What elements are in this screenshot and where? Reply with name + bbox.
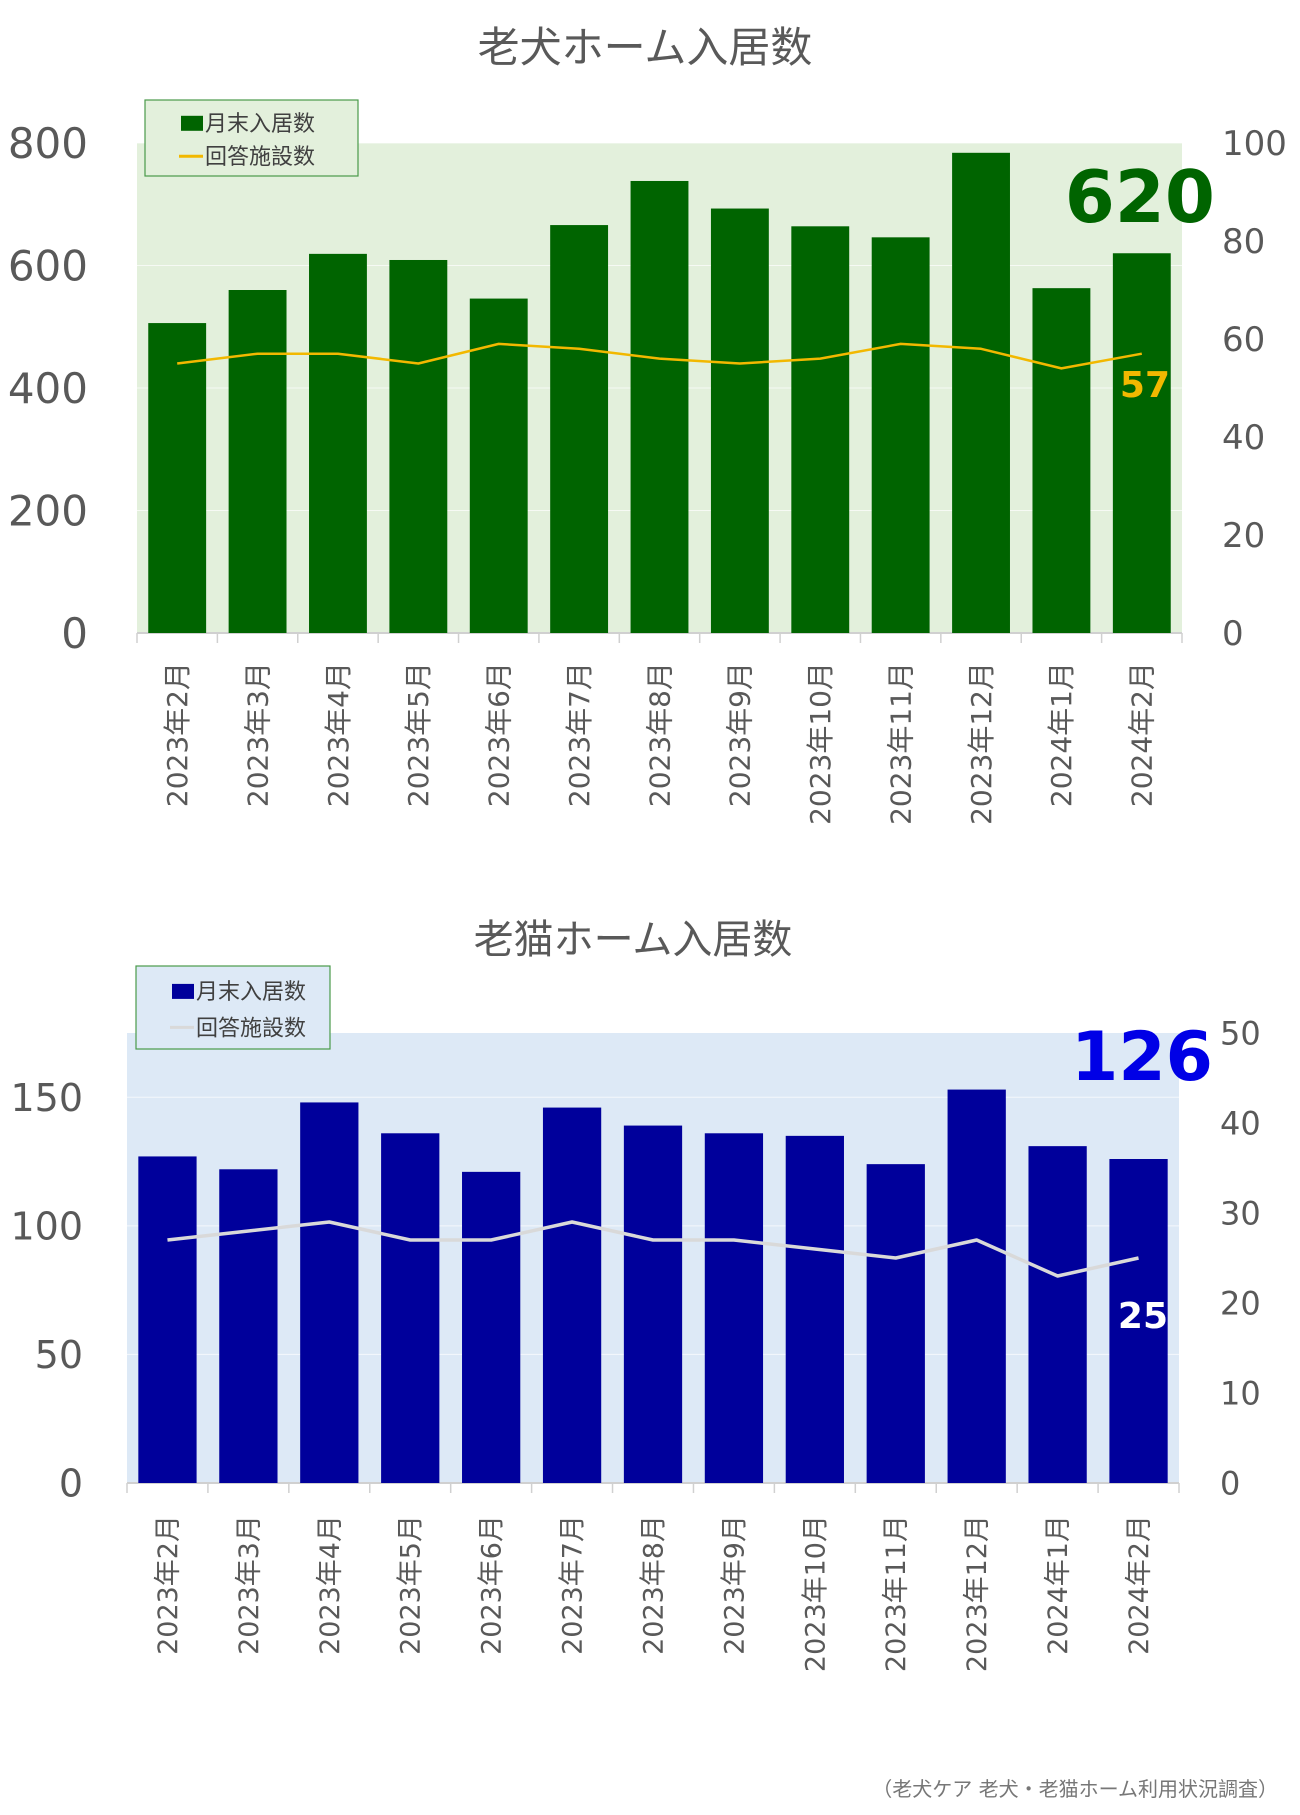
legend-line-label: 回答施設数	[205, 145, 315, 170]
bar-2023年2月	[138, 1156, 197, 1483]
legend-bar-label: 月末入居数	[196, 980, 306, 1005]
left-axis-tick-label: 800	[8, 119, 88, 168]
x-tick-label: 2023年12月	[965, 662, 998, 825]
chart-title: 老犬ホーム入居数	[478, 23, 813, 72]
bar-2023年12月	[952, 152, 1010, 634]
x-tick-label: 2023年5月	[402, 662, 435, 807]
bar-2023年7月	[542, 1107, 602, 1483]
bar-2023年8月	[623, 1125, 683, 1483]
bar-2023年8月	[630, 180, 689, 633]
x-tick-label: 2023年6月	[483, 662, 516, 807]
x-tick-label: 2024年1月	[1043, 1515, 1074, 1655]
x-tick-label: 2023年9月	[724, 662, 757, 807]
x-tick-label: 2023年7月	[563, 662, 596, 807]
bar-2023年6月	[469, 298, 528, 633]
x-tick-label: 2023年5月	[396, 1515, 427, 1655]
series-line-回答施設数	[177, 342, 1143, 370]
left-axis-tick-label: 100	[10, 1205, 83, 1249]
right-axis-tick-label: 20	[1222, 516, 1265, 556]
left-axis-tick-label: 50	[35, 1333, 83, 1377]
right-axis-tick-label: 60	[1222, 320, 1265, 360]
left-axis-tick-label: 150	[10, 1076, 83, 1120]
x-tick-label: 2023年4月	[322, 662, 355, 807]
right-axis-tick-label: 40	[1220, 1105, 1261, 1143]
legend-box	[144, 99, 359, 177]
legend-bar-label: 月末入居数	[205, 112, 315, 137]
x-tick-label: 2024年2月	[1126, 662, 1159, 807]
bar-2023年7月	[550, 225, 609, 633]
x-tick-label: 2023年10月	[804, 662, 837, 825]
bar-2023年5月	[381, 1133, 440, 1483]
left-axis-tick-label: 0	[59, 1462, 83, 1506]
series-line-回答施設数	[167, 1220, 1139, 1278]
bar-2023年2月	[148, 323, 207, 633]
bar-2023年4月	[300, 1102, 359, 1483]
legend-box	[135, 965, 331, 1050]
legend-bar-swatch	[181, 115, 203, 131]
bar-callout-label: 126	[1071, 1018, 1213, 1097]
bar-2024年2月	[1112, 253, 1171, 633]
x-tick-label: 2023年6月	[477, 1515, 508, 1655]
cat-home-chart: 老猫ホーム入居数 0 50 100 150 0 10 20 30 40 50 2023年2月 2023年…	[10, 917, 1261, 1672]
x-tick-label: 2023年11月	[881, 1515, 912, 1672]
bar-2023年10月	[791, 226, 850, 634]
right-axis-tick-label: 50	[1220, 1015, 1261, 1053]
dog-home-chart: 老犬ホーム入居数 0 200 400 600 800 0 20 40 60 80 100 2023年2月…	[8, 23, 1287, 825]
bar-2023年3月	[219, 1169, 278, 1483]
x-tick-label: 2023年9月	[719, 1515, 750, 1655]
x-tick-label: 2023年7月	[558, 1515, 589, 1655]
left-axis-tick-label: 600	[8, 242, 88, 291]
line-callout-label: 57	[1120, 365, 1170, 406]
x-tick-label: 2023年4月	[315, 1515, 346, 1655]
bar-2023年9月	[704, 1133, 764, 1483]
bar-2023年5月	[389, 259, 448, 633]
x-tick-label: 2023年8月	[643, 662, 676, 807]
bar-2023年12月	[947, 1089, 1006, 1483]
x-tick-label: 2024年2月	[1124, 1515, 1155, 1655]
line-callout-label: 25	[1118, 1296, 1168, 1337]
bar-2023年4月	[309, 253, 367, 634]
chart-title: 老猫ホーム入居数	[474, 917, 793, 963]
x-tick-label: 2023年2月	[161, 662, 194, 807]
legend-line-label: 回答施設数	[196, 1016, 306, 1041]
x-tick-label: 2023年8月	[638, 1515, 669, 1655]
x-tick-label: 2023年12月	[962, 1515, 993, 1672]
legend-bar-swatch	[172, 983, 194, 999]
x-tick-label: 2023年10月	[800, 1515, 831, 1672]
right-axis-tick-label: 100	[1222, 124, 1287, 164]
bar-2023年6月	[462, 1171, 521, 1483]
right-axis-tick-label: 0	[1220, 1465, 1240, 1503]
bar-2023年9月	[710, 208, 769, 633]
right-axis-tick-label: 40	[1222, 418, 1265, 458]
bar-2024年1月	[1032, 288, 1091, 633]
bar-2023年10月	[785, 1135, 844, 1483]
right-axis-tick-label: 30	[1220, 1195, 1261, 1233]
bar-2024年2月	[1109, 1159, 1168, 1483]
left-axis-tick-label: 200	[8, 487, 88, 536]
bar-2024年1月	[1028, 1146, 1087, 1483]
bar-2023年11月	[871, 237, 930, 633]
x-tick-label: 2023年11月	[884, 662, 917, 825]
right-axis-tick-label: 80	[1222, 222, 1265, 262]
left-axis-tick-label: 0	[61, 609, 88, 658]
right-axis-tick-label: 20	[1220, 1285, 1261, 1323]
bar-callout-label: 620	[1065, 155, 1215, 239]
x-tick-label: 2023年2月	[153, 1515, 184, 1655]
bar-2023年11月	[866, 1164, 925, 1483]
source-note: （老犬ケア 老犬・老猫ホーム利用状況調査）	[872, 1777, 1278, 1801]
right-axis-tick-label: 10	[1220, 1375, 1261, 1413]
left-axis-tick-label: 400	[8, 364, 88, 413]
x-tick-label: 2023年3月	[234, 1515, 265, 1655]
x-tick-label: 2023年3月	[241, 662, 274, 807]
x-tick-label: 2024年1月	[1045, 662, 1078, 807]
right-axis-tick-label: 0	[1222, 614, 1244, 654]
bar-2023年3月	[228, 290, 287, 633]
